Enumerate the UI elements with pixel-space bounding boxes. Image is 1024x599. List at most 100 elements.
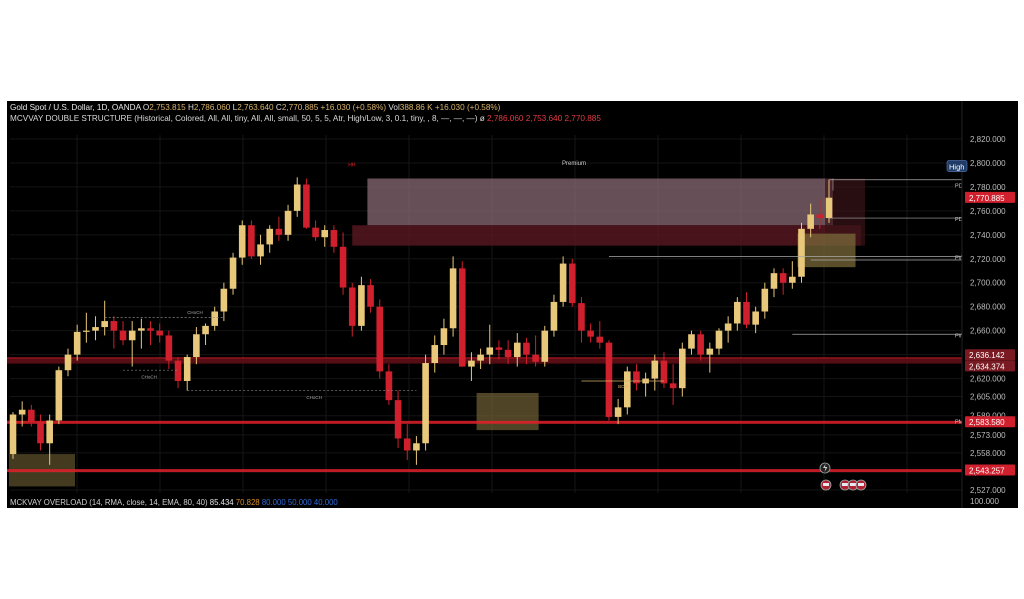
annotations: Premium HH CHoCH CHoCH CHoCH BOS PWH PWL PDH PDL P… xyxy=(104,161,968,491)
change-value: +16.030 (+0.58%) xyxy=(320,103,387,112)
candle-body xyxy=(477,354,484,361)
low-label: L xyxy=(232,103,238,112)
demand-zone-recent xyxy=(797,233,856,268)
y-tick-label: 2,780.000 xyxy=(970,183,1006,192)
candle-body xyxy=(9,414,17,455)
candle-body xyxy=(238,225,246,258)
high-badge-label: High xyxy=(949,163,964,172)
low-value: 2,763.640 xyxy=(237,103,274,112)
hh-label: HH xyxy=(348,163,356,169)
candle-body xyxy=(504,349,512,358)
candle-body xyxy=(358,285,365,326)
choch-label-1: CHoCH xyxy=(187,310,203,315)
high-badge[interactable] xyxy=(946,160,968,172)
pml-label: PML xyxy=(955,420,966,426)
candle-body xyxy=(28,409,35,422)
price-chart[interactable]: Premium HH CHoCH CHoCH CHoCH BOS PWH PWL PDH PDL P… xyxy=(7,101,1018,508)
candle-body xyxy=(706,348,714,355)
candle-body xyxy=(138,328,145,331)
y-tick-label: 2,620.000 xyxy=(970,375,1006,384)
lower-indicator-value-1: 85.434 xyxy=(209,498,234,507)
candle-body xyxy=(697,334,704,355)
indicator-value-1: 2,786.060 xyxy=(487,114,524,123)
lower-indicator-value-2: 70.828 xyxy=(235,498,260,507)
vol-label: Vol xyxy=(388,103,400,112)
candle-body xyxy=(578,303,585,331)
candle-body xyxy=(513,342,521,358)
flag-stripe-icon xyxy=(842,483,848,486)
candle-body xyxy=(110,321,118,331)
candle-body xyxy=(83,330,90,332)
candle-body xyxy=(413,443,420,451)
candle-body xyxy=(101,321,108,328)
candle-body xyxy=(174,360,182,381)
candle-body xyxy=(321,230,329,238)
candle-body xyxy=(431,345,439,364)
y-tick-label: 2,800.000 xyxy=(970,159,1006,168)
price-badge-label: 2,583.580 xyxy=(969,418,1005,427)
candle-body xyxy=(660,360,668,384)
price-axis[interactable]: 2,820.000 2,800.000 2,780.000 2,760.000 2,74… xyxy=(946,101,1018,508)
candle-body xyxy=(825,197,833,219)
vol-value: 388.86 K xyxy=(399,103,433,112)
candle-body xyxy=(568,263,576,304)
candle-body xyxy=(165,335,173,361)
candle-body xyxy=(486,347,494,355)
candle-body xyxy=(229,257,237,289)
candle-body xyxy=(449,268,457,329)
candle-body xyxy=(789,276,796,283)
candle-body xyxy=(376,306,384,372)
candle-body xyxy=(623,371,631,408)
flag-stripe-icon xyxy=(858,483,864,486)
candle-body xyxy=(312,227,319,238)
lower-indicator-header[interactable]: MCKVAY OVERLOAD (14, RMA, close, 14, EMA… xyxy=(10,498,338,507)
zones xyxy=(9,178,865,487)
candle-body xyxy=(220,288,228,312)
candle-body xyxy=(37,421,44,444)
candle-body xyxy=(394,400,402,439)
level-line xyxy=(7,469,962,473)
candle-body xyxy=(495,347,503,350)
choch-label-3: CHoCH xyxy=(306,395,322,400)
y-tick-label: 2,760.000 xyxy=(970,207,1006,216)
pwh-label: PWH xyxy=(955,255,968,261)
y-tick-label: 2,527.000 xyxy=(970,486,1006,495)
candle-body xyxy=(128,330,136,341)
price-badge-label: 2,543.257 xyxy=(969,467,1005,476)
y-tick-label: 2,680.000 xyxy=(970,303,1006,312)
candle-body xyxy=(715,330,723,349)
candle-body xyxy=(679,348,686,389)
vol-change-value: +16.030 (+0.58%) xyxy=(434,103,501,112)
indicator-header[interactable]: MCVVAY DOUBLE STRUCTURE (Historical, Col… xyxy=(10,114,601,124)
candle-body xyxy=(211,311,219,326)
candle-body xyxy=(403,438,411,451)
candle-body xyxy=(587,330,594,337)
lower-indicator-value-5: 40.000 xyxy=(313,498,338,507)
pdh-label: PDH xyxy=(955,184,967,190)
y-tick-label: 2,573.000 xyxy=(970,431,1006,440)
price-badge xyxy=(965,416,1015,428)
premium-label: Premium xyxy=(562,161,586,167)
high-label: H xyxy=(187,103,194,112)
y-tick-label: 2,700.000 xyxy=(970,279,1006,288)
candle-body xyxy=(779,273,787,283)
y-tick-label: 2,720.000 xyxy=(970,255,1006,264)
candle-body xyxy=(458,268,466,367)
candle-body xyxy=(55,370,63,421)
candle-body xyxy=(92,327,99,331)
lower-indicator-value-4: 50.000 xyxy=(287,498,312,507)
pdl-label: PDL xyxy=(955,217,966,223)
candles xyxy=(9,177,833,465)
price-badge-label: 2,770.885 xyxy=(969,194,1005,203)
candle-body xyxy=(64,354,72,371)
candle-body xyxy=(147,328,154,331)
candle-body xyxy=(798,228,805,277)
candle-body xyxy=(440,328,448,346)
candle-body xyxy=(248,225,255,257)
symbol-label[interactable]: Gold Spot / U.S. Dollar, 1D, OANDA xyxy=(10,103,141,112)
candle-body xyxy=(532,354,539,362)
price-badge xyxy=(965,360,1015,372)
candle-body xyxy=(284,210,292,235)
candle-body xyxy=(633,371,640,384)
candle-body xyxy=(724,323,732,331)
